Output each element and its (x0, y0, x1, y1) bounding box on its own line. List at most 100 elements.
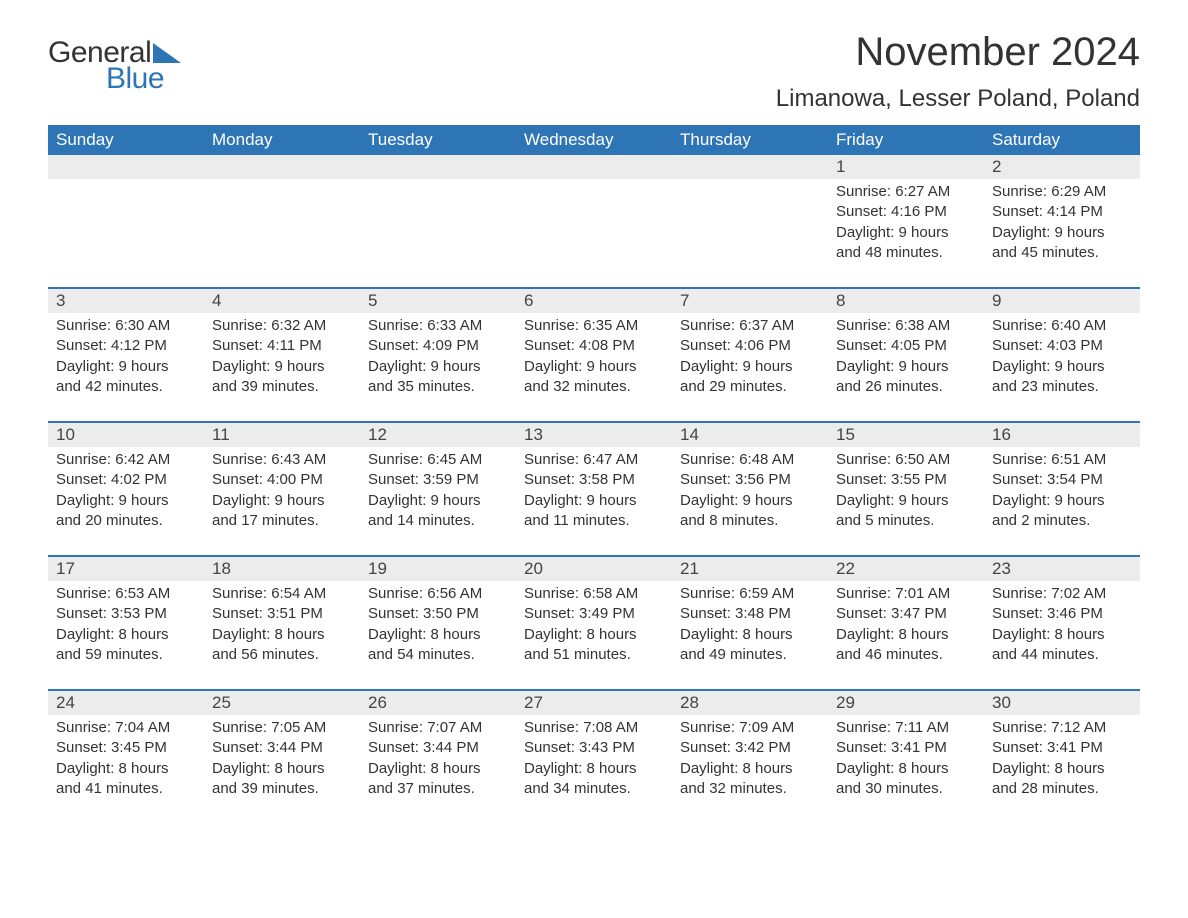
day-number (48, 155, 204, 179)
day-cell: Sunrise: 6:35 AMSunset: 4:08 PMDaylight:… (516, 313, 672, 397)
location: Limanowa, Lesser Poland, Poland (776, 85, 1140, 113)
day-number (204, 155, 360, 179)
day-number: 2 (984, 155, 1140, 179)
daylight-text: Daylight: 8 hours and 54 minutes. (368, 625, 508, 666)
day-cell: Sunrise: 6:43 AMSunset: 4:00 PMDaylight:… (204, 447, 360, 531)
daylight-text: Daylight: 9 hours and 17 minutes. (212, 491, 352, 532)
sunrise-text: Sunrise: 6:50 AM (836, 450, 976, 470)
sunrise-text: Sunrise: 6:48 AM (680, 450, 820, 470)
sunset-text: Sunset: 3:41 PM (992, 738, 1132, 758)
sunrise-text: Sunrise: 6:45 AM (368, 450, 508, 470)
day-cell: Sunrise: 7:11 AMSunset: 3:41 PMDaylight:… (828, 715, 984, 799)
day-cell: Sunrise: 6:30 AMSunset: 4:12 PMDaylight:… (48, 313, 204, 397)
daylight-text: Daylight: 8 hours and 37 minutes. (368, 759, 508, 800)
daylight-text: Daylight: 8 hours and 49 minutes. (680, 625, 820, 666)
day-number: 5 (360, 289, 516, 313)
day-cell: Sunrise: 7:09 AMSunset: 3:42 PMDaylight:… (672, 715, 828, 799)
sunrise-text: Sunrise: 7:02 AM (992, 584, 1132, 604)
day-body-row: Sunrise: 6:42 AMSunset: 4:02 PMDaylight:… (48, 447, 1140, 555)
day-cell: Sunrise: 7:02 AMSunset: 3:46 PMDaylight:… (984, 581, 1140, 665)
day-cell: Sunrise: 6:51 AMSunset: 3:54 PMDaylight:… (984, 447, 1140, 531)
weekday-header: Monday (204, 125, 360, 155)
calendar-week: 12Sunrise: 6:27 AMSunset: 4:16 PMDayligh… (48, 155, 1140, 287)
sunset-text: Sunset: 4:05 PM (836, 336, 976, 356)
day-cell (204, 179, 360, 263)
calendar: Sunday Monday Tuesday Wednesday Thursday… (48, 125, 1140, 823)
day-cell: Sunrise: 6:53 AMSunset: 3:53 PMDaylight:… (48, 581, 204, 665)
sunset-text: Sunset: 3:42 PM (680, 738, 820, 758)
daylight-text: Daylight: 9 hours and 32 minutes. (524, 357, 664, 398)
sunset-text: Sunset: 4:12 PM (56, 336, 196, 356)
day-cell: Sunrise: 6:50 AMSunset: 3:55 PMDaylight:… (828, 447, 984, 531)
day-number: 27 (516, 691, 672, 715)
daylight-text: Daylight: 8 hours and 46 minutes. (836, 625, 976, 666)
sunrise-text: Sunrise: 6:30 AM (56, 316, 196, 336)
day-cell: Sunrise: 6:58 AMSunset: 3:49 PMDaylight:… (516, 581, 672, 665)
daylight-text: Daylight: 9 hours and 2 minutes. (992, 491, 1132, 532)
sunrise-text: Sunrise: 7:01 AM (836, 584, 976, 604)
daylight-text: Daylight: 9 hours and 8 minutes. (680, 491, 820, 532)
sunset-text: Sunset: 3:58 PM (524, 470, 664, 490)
daylight-text: Daylight: 9 hours and 45 minutes. (992, 223, 1132, 264)
sunset-text: Sunset: 3:53 PM (56, 604, 196, 624)
sunset-text: Sunset: 3:46 PM (992, 604, 1132, 624)
sunset-text: Sunset: 3:51 PM (212, 604, 352, 624)
sunrise-text: Sunrise: 6:42 AM (56, 450, 196, 470)
day-number: 22 (828, 557, 984, 581)
day-cell: Sunrise: 6:48 AMSunset: 3:56 PMDaylight:… (672, 447, 828, 531)
day-number: 18 (204, 557, 360, 581)
day-number: 21 (672, 557, 828, 581)
daylight-text: Daylight: 8 hours and 28 minutes. (992, 759, 1132, 800)
day-body-row: Sunrise: 6:30 AMSunset: 4:12 PM Daylight:… (48, 313, 1140, 421)
day-number-row: 10111213141516 (48, 423, 1140, 447)
day-number: 20 (516, 557, 672, 581)
sunset-text: Sunset: 4:00 PM (212, 470, 352, 490)
sunset-text: Sunset: 3:41 PM (836, 738, 976, 758)
sunset-text: Sunset: 3:45 PM (56, 738, 196, 758)
day-number: 11 (204, 423, 360, 447)
day-cell: Sunrise: 6:54 AMSunset: 3:51 PMDaylight:… (204, 581, 360, 665)
day-body-row: Sunrise: 6:27 AMSunset: 4:16 PMDaylight:… (48, 179, 1140, 287)
day-cell: Sunrise: 6:45 AMSunset: 3:59 PMDaylight:… (360, 447, 516, 531)
daylight-text: Daylight: 8 hours and 39 minutes. (212, 759, 352, 800)
daylight-text: Daylight: 8 hours and 34 minutes. (524, 759, 664, 800)
sunset-text: Sunset: 4:09 PM (368, 336, 508, 356)
sunrise-text: Sunrise: 6:29 AM (992, 182, 1132, 202)
sunset-text: Sunset: 4:11 PM (212, 336, 352, 356)
day-cell (48, 179, 204, 263)
day-cell: Sunrise: 7:01 AMSunset: 3:47 PMDaylight:… (828, 581, 984, 665)
day-body-row: Sunrise: 6:53 AMSunset: 3:53 PMDaylight:… (48, 581, 1140, 689)
daylight-text: Daylight: 9 hours and 5 minutes. (836, 491, 976, 532)
sunset-text: Sunset: 4:08 PM (524, 336, 664, 356)
sunset-text: Sunset: 3:48 PM (680, 604, 820, 624)
sunrise-text: Sunrise: 6:56 AM (368, 584, 508, 604)
weekday-header-row: Sunday Monday Tuesday Wednesday Thursday… (48, 125, 1140, 155)
sunrise-text: Sunrise: 6:32 AM (212, 316, 352, 336)
day-cell: Sunrise: 6:37 AMSunset: 4:06 PMDaylight:… (672, 313, 828, 397)
day-cell (672, 179, 828, 263)
day-number: 13 (516, 423, 672, 447)
day-number: 6 (516, 289, 672, 313)
day-number (516, 155, 672, 179)
sunset-text: Sunset: 3:50 PM (368, 604, 508, 624)
sunrise-text: Sunrise: 6:35 AM (524, 316, 664, 336)
daylight-text: Daylight: 9 hours and 20 minutes. (56, 491, 196, 532)
weekday-header: Friday (828, 125, 984, 155)
day-cell: Sunrise: 6:40 AMSunset: 4:03 PMDaylight:… (984, 313, 1140, 397)
day-cell: Sunrise: 6:32 AMSunset: 4:11 PMDaylight:… (204, 313, 360, 397)
brand-triangle-icon (153, 43, 181, 63)
weekday-header: Tuesday (360, 125, 516, 155)
sunrise-text: Sunrise: 6:37 AM (680, 316, 820, 336)
day-cell: Sunrise: 7:04 AMSunset: 3:45 PMDaylight:… (48, 715, 204, 799)
weekday-header: Sunday (48, 125, 204, 155)
day-number (360, 155, 516, 179)
day-cell: Sunrise: 7:05 AMSunset: 3:44 PMDaylight:… (204, 715, 360, 799)
day-number: 29 (828, 691, 984, 715)
day-cell: Sunrise: 7:07 AMSunset: 3:44 PMDaylight:… (360, 715, 516, 799)
day-number: 4 (204, 289, 360, 313)
day-cell: Sunrise: 7:12 AMSunset: 3:41 PMDaylight:… (984, 715, 1140, 799)
daylight-text: Daylight: 9 hours and 48 minutes. (836, 223, 976, 264)
day-number: 3 (48, 289, 204, 313)
weekday-header: Thursday (672, 125, 828, 155)
sunset-text: Sunset: 3:59 PM (368, 470, 508, 490)
